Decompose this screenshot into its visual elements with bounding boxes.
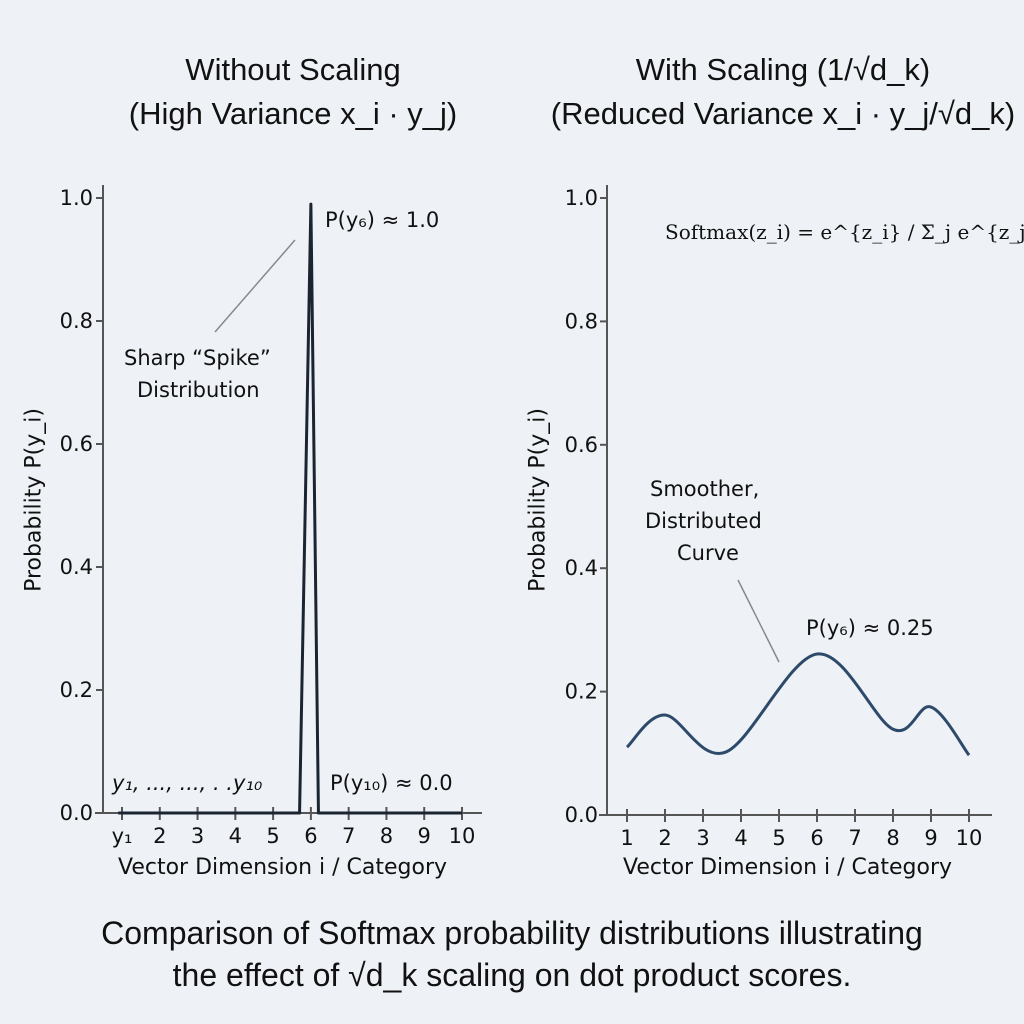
right-x-tick-label: 5 xyxy=(772,826,785,850)
right-y-tick-label: 0.6 xyxy=(565,433,598,457)
left-x-axis-label: Vector Dimension i / Category xyxy=(118,855,448,880)
smooth-annotation-leader xyxy=(737,579,780,663)
right-x-tick-label: 3 xyxy=(696,826,709,850)
right-y-tick-label: 0.8 xyxy=(565,309,598,333)
right-x-tick-label: 2 xyxy=(658,826,671,850)
right-peak-annotation: P(y₆) ≈ 0.25 xyxy=(806,616,934,640)
left-y-axis-label: Probability P(y_i) xyxy=(21,408,47,592)
caption-line-1: Comparison of Softmax probability distri… xyxy=(101,915,923,951)
left-x-tick-label: 10 xyxy=(449,824,476,848)
right-subtitle: (Reduced Variance x_i · y_j/√d_k) xyxy=(550,96,1016,131)
left-x-tick-label: y₁ xyxy=(112,824,133,848)
left-x-tick-label: 8 xyxy=(380,824,393,848)
left-title: Without Scaling xyxy=(185,52,401,87)
left-x-tick-label: 4 xyxy=(229,824,242,848)
caption-line-2: the effect of √d_k scaling on dot produc… xyxy=(172,957,852,993)
left-y-tick-label: 1.0 xyxy=(60,186,93,210)
left-spike-annotation-1: Sharp “Spike” xyxy=(124,346,271,370)
left-spike-annotation-2: Distribution xyxy=(137,378,260,402)
spike-annotation-leader xyxy=(214,239,296,333)
left-y-tick-label: 0.4 xyxy=(60,555,93,579)
right-y-tick-label: 1.0 xyxy=(565,186,598,210)
right-x-tick-label: 7 xyxy=(848,826,861,850)
left-tail-annotation: P(y₁₀) ≈ 0.0 xyxy=(330,771,453,795)
left-peak-annotation: P(y₆) ≈ 1.0 xyxy=(325,208,440,232)
right-x-tick-label: 6 xyxy=(810,826,823,850)
left-x-tick-label: 2 xyxy=(153,824,166,848)
right-y-tick-label: 0.4 xyxy=(565,556,598,580)
right-x-tick-label: 10 xyxy=(956,826,983,850)
right-x-tick-label: 9 xyxy=(924,826,937,850)
left-y-tick-label: 0.0 xyxy=(60,801,93,825)
right-series-line xyxy=(625,652,971,757)
left-x-tick-label: 5 xyxy=(266,824,279,848)
left-series-line xyxy=(118,202,462,815)
left-y-tick-label: 0.2 xyxy=(60,678,93,702)
right-x-tick-label: 8 xyxy=(886,826,899,850)
right-smooth-annotation-3: Curve xyxy=(677,541,739,565)
softmax-formula: Softmax(z_i) = e^{z_i} / Σ_j e^{z_j} xyxy=(665,220,1024,244)
right-y-tick-label: 0.2 xyxy=(565,680,598,704)
right-x-tick-label: 4 xyxy=(734,826,747,850)
left-x-tick-label: 9 xyxy=(418,824,431,848)
right-y-axis-label: Probability P(y_i) xyxy=(525,408,551,592)
left-subtitle: (High Variance x_i · y_j) xyxy=(128,96,458,131)
left-x-tick-label: 6 xyxy=(304,824,317,848)
left-y-tick-label: 0.6 xyxy=(60,432,93,456)
right-x-axis-label: Vector Dimension i / Category xyxy=(623,855,953,880)
left-range-annotation: y₁, ..., ..., . .y₁₀ xyxy=(112,771,263,795)
right-x-tick-label: 1 xyxy=(620,826,633,850)
left-x-tick-label: 3 xyxy=(191,824,204,848)
left-y-tick-label: 0.8 xyxy=(60,309,93,333)
right-smooth-annotation-2: Distributed xyxy=(645,509,762,533)
right-y-tick-label: 0.0 xyxy=(565,803,598,827)
right-title: With Scaling (1/√d_k) xyxy=(635,52,931,87)
left-x-tick-label: 7 xyxy=(342,824,355,848)
right-smooth-annotation-1: Smoother, xyxy=(650,477,760,501)
